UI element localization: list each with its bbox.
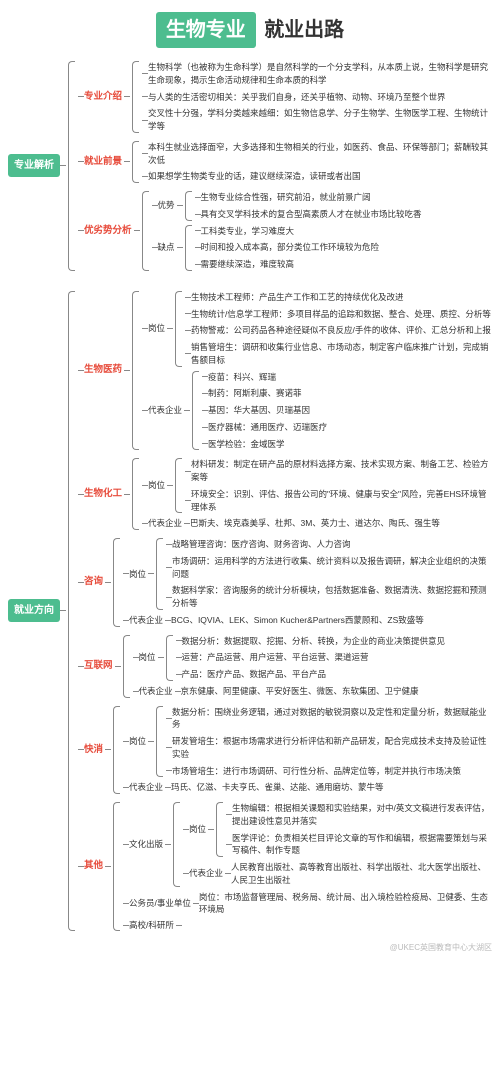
node-label: 代表企业	[148, 517, 182, 530]
node-label: 岗位	[148, 322, 165, 335]
node-label: 代表企业	[129, 781, 163, 794]
leaf-text: 生物专业综合性强，研究前沿，就业前景广阔	[201, 190, 371, 205]
node-label: 优势	[158, 199, 175, 212]
leaf-text: 医学检验：金域医学	[208, 437, 285, 452]
leaf-text: BCG、IQVIA、LEK、Simon Kucher&Partners西蒙顾和、…	[171, 613, 424, 628]
leaf-text: 生物编辑：根据相关课题和实验结果，对中/英文文稿进行发表评估，提出建设性意见并落…	[232, 801, 492, 829]
leaf-text: 工科类专业，学习难度大	[201, 224, 295, 239]
leaf-text: 环境安全：识别、评估、报告公司的"环境、健康与安全"风险，完善EHS环境管理体系	[191, 487, 492, 515]
node-label: 岗位	[129, 735, 146, 748]
leaf-text: 如果想学生物类专业的话，建议继续深造，读研或者出国	[148, 169, 361, 184]
leaf-text: 市场调研：运用科学的方法进行收集、统计资料以及报告调研，解决企业组织的决策问题	[172, 554, 492, 582]
leaf-text: 生物科学（也被称为生命科学）是自然科学的一个分支学科，从本质上说，生物科学是研究…	[148, 60, 492, 88]
node-label: 优劣势分析	[84, 224, 132, 238]
node-label: 岗位	[148, 479, 165, 492]
node-label: 岗位	[139, 651, 156, 664]
leaf-text: 基因：华大基因、贝瑞基因	[208, 403, 310, 418]
leaf-text: 医疗器械：通用医疗、迈瑞医疗	[208, 420, 327, 435]
node-label: 生物化工	[84, 487, 122, 501]
node-label: 互联网	[84, 659, 113, 673]
node-label: 高校/科研所	[129, 919, 174, 932]
node-label: 代表企业	[189, 867, 223, 880]
leaf-text: 药物警戒：公司药品各种途径疑似不良反应/手件的收体、评价、汇总分析和上报	[191, 323, 491, 338]
leaf-text: 具有交叉学科技术的复合型高素质人才在就业市场比较吃香	[201, 207, 422, 222]
leaf-text: 市场管培生：进行市场调研、可行性分析、品牌定位等，制定并执行市场决策	[172, 764, 461, 779]
leaf-text: 时间和投入成本高，部分类位工作环境较为危险	[201, 240, 380, 255]
leaf-text: 生物技术工程师：产品生产工作和工艺的持续优化及改进	[191, 290, 404, 305]
node-label: 就业前景	[84, 155, 122, 169]
leaf-text: 疫苗：科兴、辉瑞	[208, 370, 276, 385]
node-label: 专业介绍	[84, 90, 122, 104]
leaf-text: 制药：阿斯利康、赛诺菲	[208, 386, 302, 401]
leaf-text: 医学评论：负责相关栏目评论文章的写作和编辑，根据需要策划与采写稿件、制作专题	[232, 831, 492, 859]
leaf-text: 产品：医疗产品、数据产品、平台产品	[182, 667, 327, 682]
root-label: 专业解析	[8, 154, 60, 177]
leaf-text: 人民教育出版社、高等教育出版社、科学出版社、北大医学出版社、人民卫生出版社	[231, 860, 492, 888]
node-label: 生物医药	[84, 363, 122, 377]
node-label: 代表企业	[148, 404, 182, 417]
node-label: 岗位	[189, 823, 206, 836]
leaf-text: 本科生就业选择面窄，大多选择和生物相关的行业，如医药、食品、环保等部门；薪酬较其…	[148, 140, 492, 168]
leaf-text: 岗位：市场监督管理局、税务局、统计局、出入境检验检疫局、卫健委、生态环境局	[199, 890, 492, 918]
leaf-text: 研发管培生：根据市场需求进行分析评估和新产品研发，配合完成技术支持及验证性实验	[172, 734, 492, 762]
node-label: 快消	[84, 743, 103, 757]
footer-credit: @UKEC英国教育中心大湖区	[8, 942, 492, 954]
node-label: 其他	[84, 859, 103, 873]
leaf-text: 运营：产品运营、用户运营、平台运营、渠道运营	[182, 650, 369, 665]
node-label: 文化出版	[129, 838, 163, 851]
root-label: 就业方向	[8, 599, 60, 622]
title-boxed: 生物专业	[156, 12, 256, 48]
leaf-text: 战略管理咨询：医疗咨询、财务咨询、人力咨询	[172, 537, 351, 552]
leaf-text: 数据科学家：咨询服务的统计分析模块，包括数据准备、数据清洗、数据挖掘和预测分析等	[172, 583, 492, 611]
leaf-text: 需要继续深造，难度较高	[201, 257, 295, 272]
leaf-text: 数据分析：数据提取、挖掘、分析、转换，为企业的商业决策提供意见	[182, 634, 446, 649]
node-label: 公务员/事业单位	[129, 897, 191, 910]
node-label: 岗位	[129, 568, 146, 581]
leaf-text: 巴斯夫、埃克森美孚、杜邦、3M、英力士、道达尔、陶氏、强生等	[190, 516, 440, 531]
leaf-text: 交叉性十分强，学科分类越来越细：如生物信息学、分子生物学、生物医学工程、生物统计…	[148, 106, 492, 134]
leaf-text: 销售管培生：调研和收集行业信息、市场动态，制定客户临床推广计划，完成销售额目标	[191, 340, 492, 368]
node-label: 缺点	[158, 241, 175, 254]
leaf-text: 生物统计/信息学工程师：多项目样品的追踪和数据、整合、处理、质控、分析等	[191, 307, 491, 322]
title-plain: 就业出路	[264, 15, 344, 45]
leaf-text: 数据分析：围绕业务逻辑，通过对数据的敏锐洞察以及定性和定量分析，数据赋能业务	[172, 705, 492, 733]
node-label: 咨询	[84, 575, 103, 589]
node-label: 代表企业	[139, 685, 173, 698]
leaf-text: 玛氏、亿滋、卡夫亨氏、雀巢、达能、通用磨坊、蒙牛等	[171, 780, 384, 795]
mindmap-tree: 专业解析 专业介绍 生物科学（也被称为生命科学）是自然科学的一个分支学科，从本质上说…	[8, 60, 492, 932]
leaf-text: 材料研发：制定在研产品的原材料选择方案、技术实现方案、制备工艺、检验方案等	[191, 457, 492, 485]
leaf-text: 与人类的生活密切相关：关乎我们自身，还关乎植物、动物、环境乃至整个世界	[148, 90, 446, 105]
node-label: 代表企业	[129, 614, 163, 627]
leaf-text: 京东健康、阿里健康、平安好医生、微医、东软集团、卫宁健康	[181, 684, 419, 699]
